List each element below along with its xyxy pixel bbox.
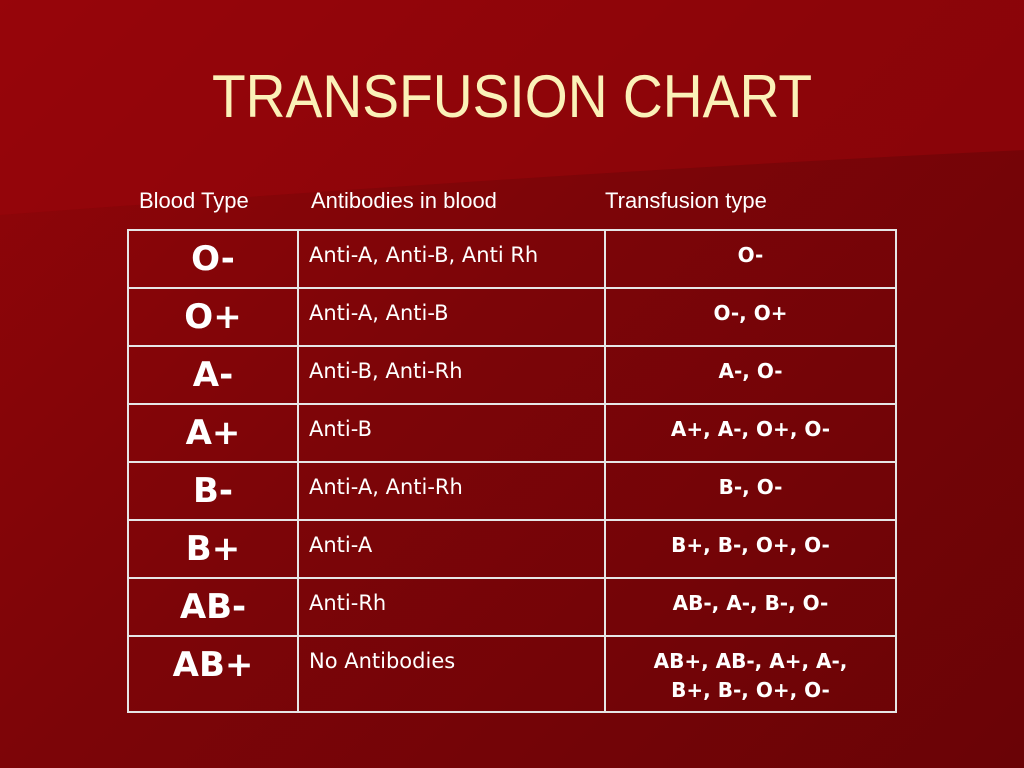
transfusion-cell: B-, O- bbox=[604, 461, 897, 521]
blood-type-cell: O+ bbox=[127, 287, 299, 347]
antibodies-cell: Anti-A bbox=[297, 519, 606, 579]
table-row: A+ Anti-B A+, A-, O+, O- bbox=[127, 403, 897, 463]
header-blood-type: Blood Type bbox=[139, 188, 249, 213]
antibodies-cell: Anti-A, Anti-Rh bbox=[297, 461, 606, 521]
blood-type-cell: B- bbox=[127, 461, 299, 521]
antibodies-cell: No Antibodies bbox=[297, 635, 606, 713]
table-row: O+ Anti-A, Anti-B O-, O+ bbox=[127, 287, 897, 347]
blood-type-cell: A- bbox=[127, 345, 299, 405]
transfusion-cell: A-, O- bbox=[604, 345, 897, 405]
table-row: AB- Anti-Rh AB-, A-, B-, O- bbox=[127, 577, 897, 637]
table-row: B- Anti-A, Anti-Rh B-, O- bbox=[127, 461, 897, 521]
blood-type-cell: O- bbox=[127, 229, 299, 289]
antibodies-cell: Anti-B, Anti-Rh bbox=[297, 345, 606, 405]
antibodies-cell: Anti-Rh bbox=[297, 577, 606, 637]
header-transfusion-type: Transfusion type bbox=[605, 188, 767, 213]
header-antibodies: Antibodies in blood bbox=[311, 188, 497, 213]
transfusion-cell: O- bbox=[604, 229, 897, 289]
transfusion-table: O- Anti-A, Anti-B, Anti Rh O- O+ Anti-A,… bbox=[127, 229, 897, 713]
transfusion-cell: O-, O+ bbox=[604, 287, 897, 347]
table-row: A- Anti-B, Anti-Rh A-, O- bbox=[127, 345, 897, 405]
transfusion-cell: AB+, AB-, A+, A-, B+, B-, O+, O- bbox=[604, 635, 897, 713]
transfusion-line: AB+, AB-, A+, A-, bbox=[653, 649, 848, 673]
table-row: AB+ No Antibodies AB+, AB-, A+, A-, B+, … bbox=[127, 635, 897, 713]
transfusion-cell: B+, B-, O+, O- bbox=[604, 519, 897, 579]
slide-title: TRANSFUSION CHART bbox=[211, 63, 813, 130]
blood-type-cell: B+ bbox=[127, 519, 299, 579]
antibodies-cell: Anti-A, Anti-B bbox=[297, 287, 606, 347]
transfusion-cell: AB-, A-, B-, O- bbox=[604, 577, 897, 637]
antibodies-cell: Anti-A, Anti-B, Anti Rh bbox=[297, 229, 606, 289]
table-row: O- Anti-A, Anti-B, Anti Rh O- bbox=[127, 229, 897, 289]
transfusion-cell: A+, A-, O+, O- bbox=[604, 403, 897, 463]
table-row: B+ Anti-A B+, B-, O+, O- bbox=[127, 519, 897, 579]
blood-type-cell: AB+ bbox=[127, 635, 299, 713]
blood-type-cell: A+ bbox=[127, 403, 299, 463]
antibodies-cell: Anti-B bbox=[297, 403, 606, 463]
transfusion-line: B+, B-, O+, O- bbox=[671, 678, 830, 702]
blood-type-cell: AB- bbox=[127, 577, 299, 637]
